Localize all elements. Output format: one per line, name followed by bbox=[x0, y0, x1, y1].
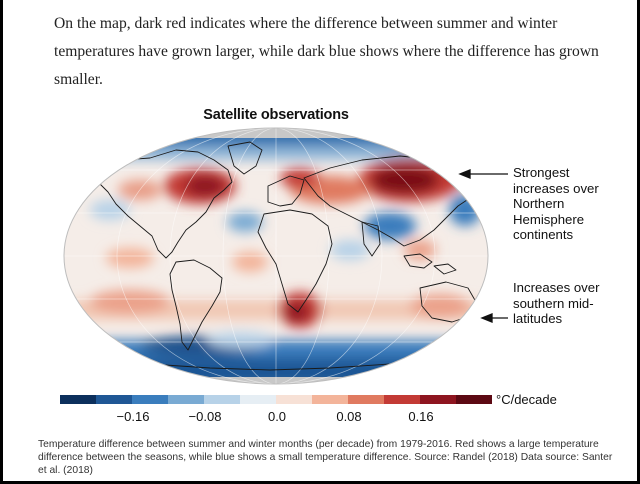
colorbar-tick: −0.16 bbox=[116, 409, 150, 424]
right-border bbox=[637, 0, 640, 484]
bottom-border bbox=[0, 481, 640, 484]
colorbar-swatch bbox=[420, 395, 456, 404]
figure-caption: Temperature difference between summer an… bbox=[38, 439, 613, 477]
annotation-arrows bbox=[458, 169, 508, 323]
colorbar-swatch bbox=[456, 395, 492, 404]
colorbar-swatch bbox=[204, 395, 240, 404]
colorbar-swatch bbox=[312, 395, 348, 404]
colorbar-swatch bbox=[168, 395, 204, 404]
colorbar-tick: 0.16 bbox=[408, 409, 434, 424]
article-paragraph: On the map, dark red indicates where the… bbox=[54, 15, 599, 88]
colorbar-tick: −0.08 bbox=[188, 409, 222, 424]
annotation-northern: Strongest increases over Northern Hemisp… bbox=[513, 165, 599, 242]
colorbar-unit: °C/decade bbox=[496, 392, 557, 407]
colorbar-swatch bbox=[96, 395, 132, 404]
colorbar-swatch bbox=[132, 395, 168, 404]
colorbar-swatch bbox=[276, 395, 312, 404]
colorbar-swatch bbox=[240, 395, 276, 404]
annotation-southern: Increases over southern mid-latitudes bbox=[513, 280, 600, 326]
left-border bbox=[0, 0, 3, 484]
graticule bbox=[64, 128, 488, 384]
colorbar bbox=[60, 395, 492, 404]
colorbar-tick: 0.08 bbox=[336, 409, 362, 424]
colorbar-swatch bbox=[348, 395, 384, 404]
colorbar-swatch bbox=[384, 395, 420, 404]
globe-outline bbox=[63, 127, 489, 385]
colorbar-swatch bbox=[60, 395, 96, 404]
figure-title: Satellite observations bbox=[203, 107, 349, 123]
colorbar-tick: 0.0 bbox=[267, 409, 287, 424]
